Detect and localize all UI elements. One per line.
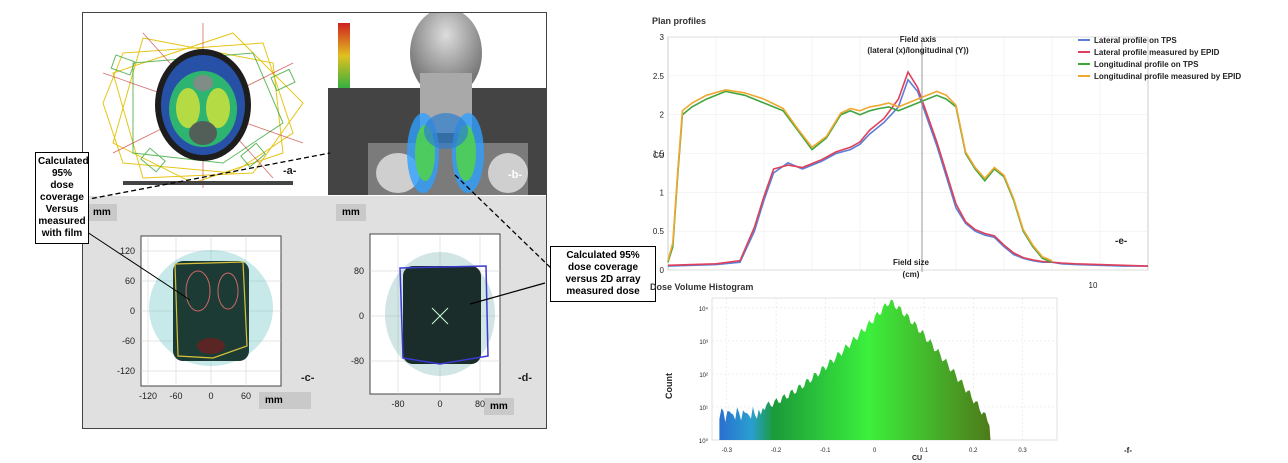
panel-a-label: -a- xyxy=(283,165,297,177)
dvh-title: Dose Volume Histogram xyxy=(650,282,754,292)
coronal-dose-image xyxy=(328,13,546,195)
panel-d: mm mm -d- 80 0 -80 -80 0 80 xyxy=(328,196,546,428)
c-xtick-m60: -60 xyxy=(169,391,182,401)
profile-y-axis-label: CU xyxy=(653,151,665,160)
callout-film-line: dose xyxy=(50,180,74,191)
field-axis-label-2: (lateral (x)/longitudinal (Y)) xyxy=(867,46,969,55)
plan-profiles-chart: 0 0.5 1 1.5 2 2.5 3 Field axis (lateral (x)/lo… xyxy=(653,33,1241,290)
profile-series-line xyxy=(667,90,1053,263)
callout-array-line: versus 2D array xyxy=(565,274,641,285)
dvh-x-tick: -0.1 xyxy=(820,448,831,454)
d-ytick-0: 0 xyxy=(359,311,364,321)
callout-array: Calculated 95% dose coverage versus 2D a… xyxy=(550,246,656,302)
panel-c: mm mm -c- 120 60 0 -60 -120 xyxy=(83,196,329,428)
callout-film-line: measured xyxy=(38,216,86,227)
dvh-y-tick: 10¹ xyxy=(699,406,708,412)
c-ytick-0: 0 xyxy=(130,306,135,316)
c-ytick-60: 60 xyxy=(125,276,135,286)
d-ytick-m80: -80 xyxy=(351,356,364,366)
callout-array-line: Calculated 95% xyxy=(566,250,640,261)
dvh-x-tick: 0 xyxy=(873,448,877,454)
legend-entry: Lateral profile measured by EPID xyxy=(1094,48,1220,57)
field-axis-label-1: Field axis xyxy=(900,35,937,44)
dvh-y-tick: 10⁰ xyxy=(699,438,709,445)
panel-b-label: -b- xyxy=(508,169,523,181)
d-xtick-m80: -80 xyxy=(391,399,404,409)
field-size-label-2: (cm) xyxy=(903,270,920,279)
legend-entry: Longitudinal profile measured by EPID xyxy=(1094,72,1241,81)
dvh-x-tick: -0.2 xyxy=(771,448,782,454)
dvh-y-tick: 10² xyxy=(699,373,708,379)
callout-film-line: Calculated xyxy=(38,156,89,167)
panel-d-unit-bottom: mm xyxy=(484,398,514,415)
c-ytick-120: 120 xyxy=(120,246,135,256)
dvh-x-axis-label: CU xyxy=(912,455,922,462)
panel-c-unit-top: mm xyxy=(87,204,117,221)
field-size-label-1: Field size xyxy=(893,258,930,267)
dvh-x-tick: -0.3 xyxy=(722,448,733,454)
profile-legend: Lateral profile on TPS Lateral profile me… xyxy=(1078,36,1241,81)
panel-d-label: -d- xyxy=(518,372,533,384)
profiles-title: Plan profiles xyxy=(652,16,707,26)
panel-f-label: -f- xyxy=(1124,446,1132,455)
panel-e-label: -e- xyxy=(1115,236,1127,247)
panel-d-unit-top: mm xyxy=(336,204,366,221)
d-ytick-80: 80 xyxy=(354,266,364,276)
callout-film-line: 95% xyxy=(51,168,72,179)
dvh-x-tick: 0.2 xyxy=(969,448,978,454)
dvh-x-tick: 0.3 xyxy=(1018,448,1027,454)
callout-film-line: coverage xyxy=(40,192,84,203)
panel-c-unit-bottom: mm xyxy=(259,392,311,409)
dvh-y-axis-label: Count xyxy=(664,373,674,399)
callout-film-line: Versus xyxy=(45,204,79,215)
panel-a: -a- xyxy=(83,13,329,195)
profile-series-line xyxy=(667,70,1149,267)
profile-y-tick: 2 xyxy=(660,111,665,120)
dvh-histogram xyxy=(719,299,991,440)
profile-series-line xyxy=(667,88,1053,262)
c-xtick-m120: -120 xyxy=(139,391,157,401)
legend-entry: Lateral profile on TPS xyxy=(1094,36,1177,45)
film-dose-plot: 120 60 0 -60 -120 -120 -60 0 60 xyxy=(117,235,282,401)
legend-entry: Longitudinal profile on TPS xyxy=(1094,60,1199,69)
dvh-x-tick: 0.1 xyxy=(920,448,929,454)
callout-array-line: dose coverage xyxy=(567,262,639,273)
array-dose-plot: 80 0 -80 -80 0 80 xyxy=(351,233,501,409)
c-ytick-m60: -60 xyxy=(122,336,135,346)
c-xtick-0: 0 xyxy=(208,391,213,401)
profile-y-tick: 0 xyxy=(660,266,665,275)
profile-y-tick: 1 xyxy=(660,188,665,197)
panel-b: -b- xyxy=(328,13,546,195)
profile-y-tick: 0.5 xyxy=(653,227,665,236)
left-figure: -a- -b xyxy=(82,12,547,429)
dvh-y-tick: 10⁴ xyxy=(699,306,709,313)
profile-y-tick: 1.5 xyxy=(653,150,665,159)
profile-x-tick-10: 10 xyxy=(1089,281,1098,290)
c-ytick-m120: -120 xyxy=(117,366,135,376)
callout-film: Calculated 95% dose coverage Versus meas… xyxy=(35,152,89,244)
dvh-y-tick: 10³ xyxy=(699,340,708,346)
callout-array-line: measured dose xyxy=(566,286,640,297)
panel-c-label: -c- xyxy=(301,372,315,384)
callout-film-line: with film xyxy=(41,228,83,239)
c-xtick-60: 60 xyxy=(241,391,251,401)
dvh-chart: 10⁰ 10¹ 10² 10³ 10⁴ -0.3 -0.2 -0.1 0 0.1 0.2 0.3 Co… xyxy=(664,297,1132,462)
d-xtick-0: 0 xyxy=(437,399,442,409)
profile-y-tick: 3 xyxy=(660,33,665,42)
d-xtick-80: 80 xyxy=(475,399,485,409)
profile-y-tick: 2.5 xyxy=(653,72,665,81)
